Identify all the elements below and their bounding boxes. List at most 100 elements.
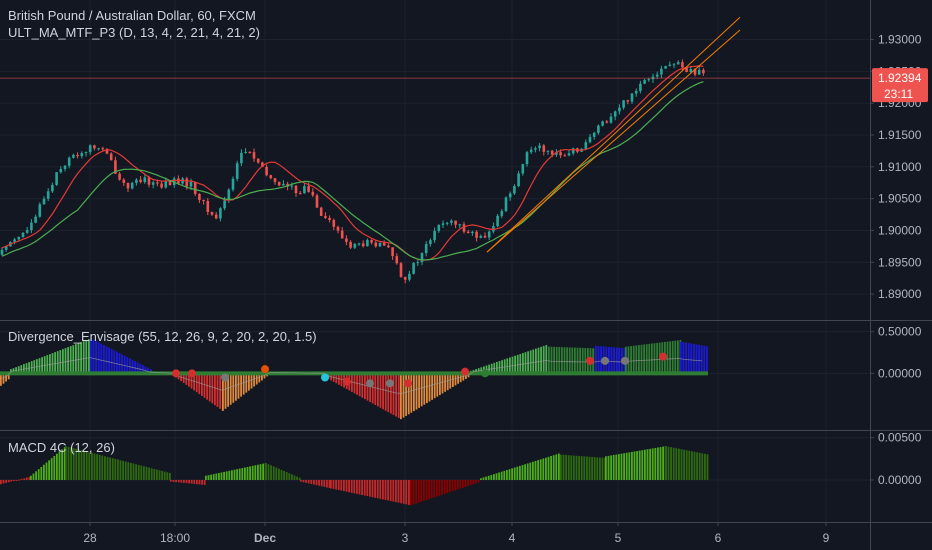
divergence-marker[interactable] xyxy=(172,369,180,378)
candle-body[interactable] xyxy=(185,178,189,187)
divergence-marker[interactable] xyxy=(188,369,196,378)
candle-body[interactable] xyxy=(475,231,478,238)
candle-body[interactable] xyxy=(563,155,567,157)
candle-body[interactable] xyxy=(420,253,424,263)
candle-body[interactable] xyxy=(324,215,327,218)
candle-body[interactable] xyxy=(685,67,688,73)
candle-body[interactable] xyxy=(483,235,487,238)
trendline[interactable] xyxy=(486,16,741,253)
candle-body[interactable] xyxy=(408,273,411,280)
candle-body[interactable] xyxy=(412,262,415,274)
candle-body[interactable] xyxy=(605,121,609,123)
candle-body[interactable] xyxy=(282,183,285,186)
candle-body[interactable] xyxy=(647,79,651,81)
candle-body[interactable] xyxy=(13,239,16,242)
divergence-marker[interactable] xyxy=(586,356,594,365)
candle-body[interactable] xyxy=(584,142,588,149)
candle-body[interactable] xyxy=(135,179,138,183)
divergence-marker[interactable] xyxy=(321,373,329,382)
candle-body[interactable] xyxy=(513,186,516,194)
candle-body[interactable] xyxy=(202,200,205,202)
candle-body[interactable] xyxy=(387,245,390,248)
candle-body[interactable] xyxy=(340,230,344,239)
candle-body[interactable] xyxy=(555,152,558,155)
candle-body[interactable] xyxy=(697,69,701,75)
candle-body[interactable] xyxy=(571,148,575,154)
candle-body[interactable] xyxy=(151,182,155,185)
candle-body[interactable] xyxy=(546,150,550,152)
candle-body[interactable] xyxy=(429,240,432,245)
candle-body[interactable] xyxy=(534,148,537,150)
candle-body[interactable] xyxy=(559,152,562,156)
candle-body[interactable] xyxy=(702,69,705,74)
candle-body[interactable] xyxy=(361,243,365,247)
candle-body[interactable] xyxy=(639,83,642,92)
candle-body[interactable] xyxy=(223,200,226,209)
divergence-marker[interactable] xyxy=(659,352,667,361)
candle-body[interactable] xyxy=(424,244,428,254)
candle-body[interactable] xyxy=(626,100,630,102)
candle-body[interactable] xyxy=(655,74,659,77)
macd-pane[interactable] xyxy=(0,446,709,506)
divergence-marker[interactable] xyxy=(404,379,412,388)
candle-body[interactable] xyxy=(500,210,504,216)
candle-body[interactable] xyxy=(80,153,84,157)
candle-body[interactable] xyxy=(382,242,386,246)
candle-body[interactable] xyxy=(332,220,336,227)
candle-body[interactable] xyxy=(42,198,46,205)
candle-body[interactable] xyxy=(294,185,298,194)
candle-body[interactable] xyxy=(206,200,210,212)
candle-body[interactable] xyxy=(256,158,260,163)
candle-body[interactable] xyxy=(445,222,449,224)
candle-body[interactable] xyxy=(114,160,117,174)
candle-body[interactable] xyxy=(97,148,100,150)
candle-body[interactable] xyxy=(193,182,197,194)
candle-body[interactable] xyxy=(542,145,546,152)
candle-body[interactable] xyxy=(433,230,436,241)
candle-body[interactable] xyxy=(353,243,357,248)
candle-body[interactable] xyxy=(231,178,235,190)
candle-body[interactable] xyxy=(588,136,592,143)
candle-body[interactable] xyxy=(529,149,533,153)
candle-body[interactable] xyxy=(349,242,352,248)
candle-body[interactable] xyxy=(689,68,693,73)
candle-body[interactable] xyxy=(277,181,281,186)
candle-body[interactable] xyxy=(143,177,147,183)
candle-body[interactable] xyxy=(609,116,613,123)
candle-body[interactable] xyxy=(273,178,277,182)
candle-body[interactable] xyxy=(634,91,638,94)
candle-body[interactable] xyxy=(51,184,54,192)
candle-body[interactable] xyxy=(613,111,617,117)
candle-body[interactable] xyxy=(210,211,214,215)
candle-body[interactable] xyxy=(357,243,361,245)
candle-body[interactable] xyxy=(269,175,273,179)
candle-body[interactable] xyxy=(664,66,667,69)
candle-body[interactable] xyxy=(676,62,680,65)
candle-body[interactable] xyxy=(336,226,340,231)
candle-body[interactable] xyxy=(63,165,67,169)
divergence-marker[interactable] xyxy=(343,377,351,386)
candle-body[interactable] xyxy=(479,235,483,238)
candle-body[interactable] xyxy=(72,154,75,158)
divergence-marker[interactable] xyxy=(366,379,374,388)
candle-body[interactable] xyxy=(109,153,113,161)
candle-body[interactable] xyxy=(450,220,453,223)
candle-body[interactable] xyxy=(441,223,445,225)
price-pane[interactable] xyxy=(0,16,870,284)
candle-body[interactable] xyxy=(164,180,168,188)
candle-body[interactable] xyxy=(492,226,495,232)
candle-body[interactable] xyxy=(240,152,243,164)
candle-body[interactable] xyxy=(315,195,319,208)
candle-body[interactable] xyxy=(630,93,634,102)
candle-body[interactable] xyxy=(517,173,520,187)
candle-body[interactable] xyxy=(160,183,163,188)
candle-body[interactable] xyxy=(265,166,268,176)
candle-body[interactable] xyxy=(496,215,499,227)
candle-body[interactable] xyxy=(59,168,63,173)
candle-body[interactable] xyxy=(122,179,126,183)
candle-body[interactable] xyxy=(76,154,79,157)
candle-body[interactable] xyxy=(214,214,218,219)
divergence-marker[interactable] xyxy=(461,367,469,376)
candle-body[interactable] xyxy=(88,145,92,153)
